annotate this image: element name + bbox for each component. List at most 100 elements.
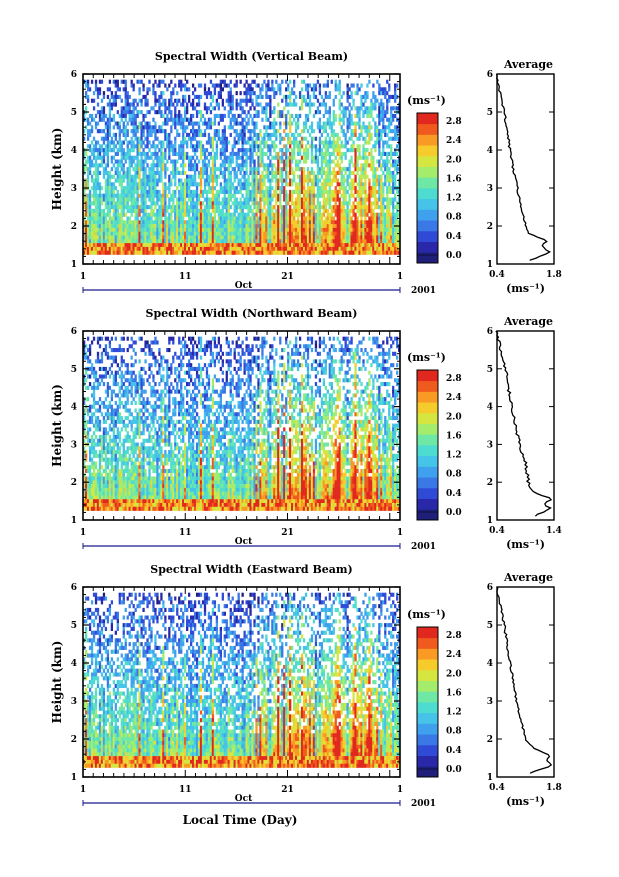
heatmap-cell <box>136 163 139 168</box>
heatmap-cell <box>291 151 294 156</box>
heatmap-cell <box>283 227 286 232</box>
heatmap-cell <box>281 151 284 156</box>
heatmap-cell <box>342 231 345 236</box>
heatmap-cell <box>235 129 238 134</box>
heatmap-cell <box>380 239 383 244</box>
heatmap-cell <box>225 205 228 210</box>
heatmap-cell <box>217 231 220 236</box>
heatmap-cell <box>386 110 389 115</box>
heatmap-cell <box>245 186 248 191</box>
heatmap-cell <box>136 250 139 255</box>
heatmap-cell <box>231 106 234 111</box>
heatmap-cell <box>340 246 343 251</box>
heatmap-cell <box>340 170 343 175</box>
heatmap-cell <box>318 186 322 191</box>
heatmap-cell <box>300 167 304 172</box>
heatmap-cell <box>195 186 199 191</box>
heatmap-cell <box>209 117 213 122</box>
heatmap-cell <box>156 224 159 229</box>
heatmap-cell <box>324 106 327 111</box>
heatmap-cell <box>213 224 217 229</box>
heatmap-cell <box>239 239 242 244</box>
heatmap-cell <box>164 148 167 153</box>
heatmap-cell <box>338 227 341 232</box>
heatmap-cell <box>287 201 290 206</box>
heatmap-cell <box>144 113 147 118</box>
heatmap-cell <box>102 224 106 229</box>
heatmap-cell <box>96 151 100 156</box>
heatmap-cell <box>368 201 371 206</box>
heatmap-cell <box>326 140 329 145</box>
heatmap-cell <box>320 125 324 130</box>
heatmap-cell <box>197 102 201 107</box>
heatmap-cell <box>265 102 268 107</box>
heatmap-cell <box>368 113 371 118</box>
heatmap-cell <box>124 224 127 229</box>
heatmap-cell <box>180 113 183 118</box>
heatmap-cell <box>334 148 337 153</box>
heatmap-cell <box>320 151 324 156</box>
heatmap-cell <box>170 231 173 236</box>
heatmap-cell <box>302 79 306 84</box>
heatmap-cell <box>146 129 149 134</box>
heatmap-cell <box>164 170 167 175</box>
heatmap-cell <box>229 132 232 137</box>
heatmap-cell <box>293 132 296 137</box>
heatmap-cell <box>281 159 284 164</box>
heatmap-cell <box>235 170 238 175</box>
heatmap-cell <box>92 98 96 103</box>
heatmap-cell <box>326 216 329 221</box>
heatmap-cell <box>211 250 215 255</box>
heatmap-cell <box>84 197 88 202</box>
heatmap-cell <box>140 186 143 191</box>
heatmap-cell <box>346 189 349 194</box>
heatmap-cell <box>170 148 173 153</box>
heatmap-cell <box>231 227 234 232</box>
heatmap-cell <box>178 170 181 175</box>
heatmap-cell <box>294 205 298 210</box>
heatmap-cell <box>205 239 209 244</box>
heatmap-cell <box>174 182 177 187</box>
heatmap-cell <box>182 102 185 107</box>
heatmap-cell <box>245 91 248 96</box>
heatmap-cell <box>281 170 284 175</box>
heatmap-cell <box>120 148 123 153</box>
heatmap-cell <box>384 174 387 179</box>
heatmap-cell <box>267 197 270 202</box>
heatmap-cell <box>293 148 296 153</box>
heatmap-cell <box>195 113 199 118</box>
heatmap-cell <box>342 227 345 232</box>
heatmap-cell <box>294 140 298 145</box>
heatmap-cell <box>178 212 181 217</box>
heatmap-cell <box>114 94 117 99</box>
heatmap-cell <box>94 250 98 255</box>
heatmap-cell <box>184 87 187 92</box>
heatmap-cell <box>146 212 149 217</box>
heatmap-cell <box>142 231 145 236</box>
heatmap-cell <box>219 231 222 236</box>
heatmap-cell <box>182 136 185 141</box>
heatmap-cell <box>90 246 94 251</box>
heatmap-cell <box>328 155 331 160</box>
heatmap-cell <box>160 125 163 130</box>
heatmap-cell <box>326 174 329 179</box>
heatmap-cell <box>239 186 242 191</box>
heatmap-cell <box>324 250 327 255</box>
heatmap-cell <box>156 243 159 248</box>
heatmap-cell <box>318 170 322 175</box>
heatmap-cell <box>221 129 224 134</box>
heatmap-cell <box>360 132 363 137</box>
heatmap-cell <box>358 87 361 92</box>
heatmap-cell <box>128 170 131 175</box>
heatmap-cell <box>130 208 133 213</box>
heatmap-cell <box>271 163 274 168</box>
heatmap-cell <box>209 212 213 217</box>
heatmap-cell <box>255 83 258 88</box>
heatmap-cell <box>92 201 96 206</box>
heatmap-cell <box>134 163 137 168</box>
heatmap-cell <box>316 159 320 164</box>
heatmap-cell <box>199 216 203 221</box>
heatmap-cell <box>114 246 117 251</box>
heatmap-cell <box>166 121 169 126</box>
heatmap-cell <box>320 243 324 248</box>
